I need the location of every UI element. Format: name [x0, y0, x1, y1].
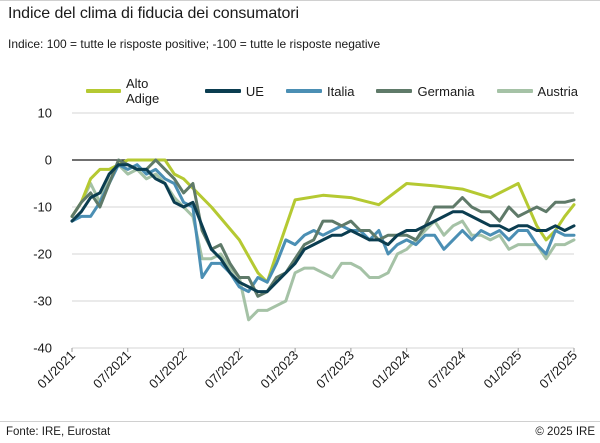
legend-swatch	[86, 89, 121, 93]
series-line-germania	[70, 158, 576, 298]
legend-swatch	[204, 89, 241, 93]
legend-item: Germania	[376, 83, 475, 99]
x-tick-label: 07/2023	[313, 348, 357, 392]
y-tick-label: 10	[38, 106, 52, 121]
legend-label: Austria	[537, 83, 578, 99]
x-tick-label: 01/2024	[369, 348, 413, 392]
x-tick-label: 01/2023	[257, 348, 301, 392]
footer-source: Fonte: IRE, Eurostat	[6, 426, 111, 438]
chart-plot: 100-10-20-30-40 01/2021 07/2021 01/2022 07/…	[33, 106, 580, 392]
series-line-italia	[70, 163, 576, 294]
y-tick-label: -20	[33, 247, 52, 262]
bottom-rule	[0, 421, 600, 422]
legend-item: Alto Adige	[86, 76, 183, 106]
y-tick-label: -10	[33, 200, 52, 215]
legend-label: UE	[245, 83, 264, 99]
legend-item: Austria	[496, 83, 578, 99]
legend-item: Italia	[285, 83, 355, 99]
x-axis-ticks: 01/2021 07/2021 01/2022 07/2022 01/2023 07/20…	[34, 348, 580, 392]
series-line-ue	[70, 163, 576, 294]
legend-label: Germania	[417, 83, 475, 99]
series-lines	[70, 158, 576, 322]
x-tick-label: 01/2025	[481, 348, 525, 392]
legend-label: Italia	[326, 83, 355, 99]
chart-legend: Alto Adige UE Italia Germania Austria	[86, 76, 600, 106]
legend-label: Alto Adige	[126, 76, 160, 106]
y-tick-label: 0	[45, 153, 52, 168]
series-line-austria	[70, 163, 576, 322]
legend-swatch	[376, 89, 413, 93]
chart-subtitle: Indice: 100 = tutte le risposte positive…	[8, 37, 381, 51]
y-axis-ticks: 10 0 -10 -20 -30 -40	[33, 106, 52, 356]
legend-item: UE	[204, 83, 264, 99]
x-tick-label: 07/2021	[90, 348, 134, 392]
x-tick-label: 07/2022	[202, 348, 246, 392]
footer-copyright: © 2025 IRE	[535, 426, 595, 438]
chart-title: Indice del clima di fiducia dei consumat…	[8, 5, 299, 22]
y-tick-label: -30	[33, 294, 52, 309]
top-rule	[0, 0, 600, 1]
x-tick-label: 01/2022	[146, 348, 190, 392]
legend-swatch	[285, 89, 322, 93]
legend-swatch	[496, 89, 533, 93]
y-tick-label: -40	[33, 341, 52, 356]
x-tick-label: 07/2025	[536, 348, 580, 392]
x-tick-label: 07/2024	[425, 348, 469, 392]
